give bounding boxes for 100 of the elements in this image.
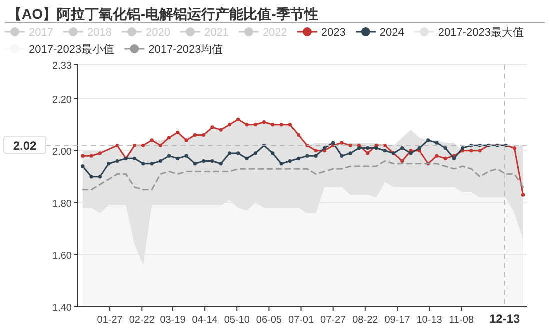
point bbox=[132, 144, 137, 148]
point bbox=[254, 123, 258, 127]
point bbox=[418, 146, 422, 150]
x-tick-label: 09-17 bbox=[384, 315, 411, 326]
point bbox=[236, 118, 240, 122]
point bbox=[470, 149, 474, 153]
ref-line-label: 12-13 bbox=[489, 312, 520, 326]
point bbox=[90, 175, 94, 179]
point bbox=[150, 138, 154, 142]
point bbox=[288, 159, 292, 164]
point bbox=[522, 193, 526, 197]
point bbox=[340, 154, 344, 158]
point bbox=[461, 146, 465, 150]
point bbox=[167, 136, 172, 140]
point bbox=[202, 133, 206, 138]
point bbox=[219, 162, 223, 166]
point bbox=[383, 149, 387, 153]
point bbox=[435, 141, 439, 145]
y-tick-label: 2.20 bbox=[52, 94, 72, 106]
x-tick-label: 06-05 bbox=[256, 315, 282, 326]
y-tick-label: 2.00 bbox=[52, 146, 72, 158]
point bbox=[202, 159, 206, 164]
point bbox=[142, 162, 146, 166]
point bbox=[306, 154, 310, 158]
point bbox=[348, 152, 352, 156]
y-tick-label: 2.33 bbox=[52, 61, 72, 72]
point bbox=[332, 141, 336, 145]
point bbox=[374, 146, 378, 150]
point bbox=[409, 152, 413, 156]
point bbox=[116, 159, 120, 164]
point bbox=[426, 138, 430, 142]
point bbox=[176, 130, 180, 134]
point bbox=[98, 175, 102, 179]
x-tick-label: 11-08 bbox=[449, 315, 474, 326]
point bbox=[184, 154, 188, 158]
point bbox=[478, 149, 482, 153]
x-tick-label: 01-27 bbox=[97, 315, 124, 326]
x-tick-label: 03-19 bbox=[160, 315, 186, 326]
point bbox=[228, 152, 232, 156]
point bbox=[314, 154, 318, 158]
point bbox=[297, 133, 301, 138]
point bbox=[348, 144, 352, 148]
point bbox=[81, 164, 85, 168]
point bbox=[254, 152, 258, 156]
legend-label: 2017-2023最大值 bbox=[438, 26, 524, 39]
chart-title: 【AO】阿拉丁氧化铝-电解铝运行产能比值-季节性 bbox=[8, 6, 318, 22]
x-tick-label: 10-13 bbox=[416, 315, 443, 326]
x-tick-label: 02-22 bbox=[129, 315, 156, 326]
point bbox=[444, 146, 448, 150]
ref-line-label: 2.02 bbox=[13, 139, 37, 154]
point bbox=[245, 156, 249, 160]
point bbox=[158, 159, 162, 164]
point bbox=[383, 144, 387, 148]
point bbox=[158, 144, 162, 148]
point bbox=[219, 128, 223, 132]
point bbox=[340, 141, 344, 145]
x-tick-label: 04-14 bbox=[192, 315, 218, 326]
y-tick-label: 1.80 bbox=[52, 198, 72, 210]
point bbox=[271, 152, 275, 156]
legend-label: 2023 bbox=[321, 27, 346, 39]
x-tick-label: 05-10 bbox=[224, 315, 250, 326]
point bbox=[150, 162, 154, 166]
point bbox=[444, 156, 448, 160]
point bbox=[90, 154, 94, 158]
point bbox=[184, 138, 188, 142]
point bbox=[98, 152, 102, 156]
point bbox=[193, 133, 197, 138]
point bbox=[193, 162, 197, 166]
legend-label: 2017-2023最小值 bbox=[29, 43, 115, 56]
legend-label: 2024 bbox=[380, 27, 404, 39]
point bbox=[132, 156, 137, 160]
point bbox=[452, 156, 456, 160]
point bbox=[314, 149, 318, 153]
point bbox=[210, 159, 214, 164]
x-tick-label: 07-27 bbox=[320, 315, 347, 326]
point bbox=[236, 152, 240, 156]
y-tick-label: 1.60 bbox=[52, 250, 72, 262]
point bbox=[271, 123, 275, 127]
point bbox=[280, 123, 284, 127]
point bbox=[400, 159, 404, 164]
point bbox=[210, 126, 214, 130]
point bbox=[116, 144, 120, 148]
point bbox=[435, 154, 439, 158]
point bbox=[280, 162, 284, 166]
y-tick-label: 1.40 bbox=[52, 303, 72, 314]
point bbox=[245, 123, 249, 127]
point bbox=[107, 162, 111, 166]
point bbox=[262, 120, 266, 124]
point bbox=[228, 123, 232, 127]
point bbox=[366, 152, 370, 156]
point bbox=[297, 156, 301, 160]
point bbox=[400, 146, 404, 150]
legend-label: 2017-2023均值 bbox=[148, 44, 224, 56]
point bbox=[512, 146, 516, 150]
point bbox=[357, 146, 362, 150]
x-tick-label: 08-22 bbox=[352, 315, 379, 326]
point bbox=[167, 154, 172, 158]
point bbox=[288, 123, 292, 127]
point bbox=[142, 144, 146, 148]
point bbox=[322, 146, 327, 150]
